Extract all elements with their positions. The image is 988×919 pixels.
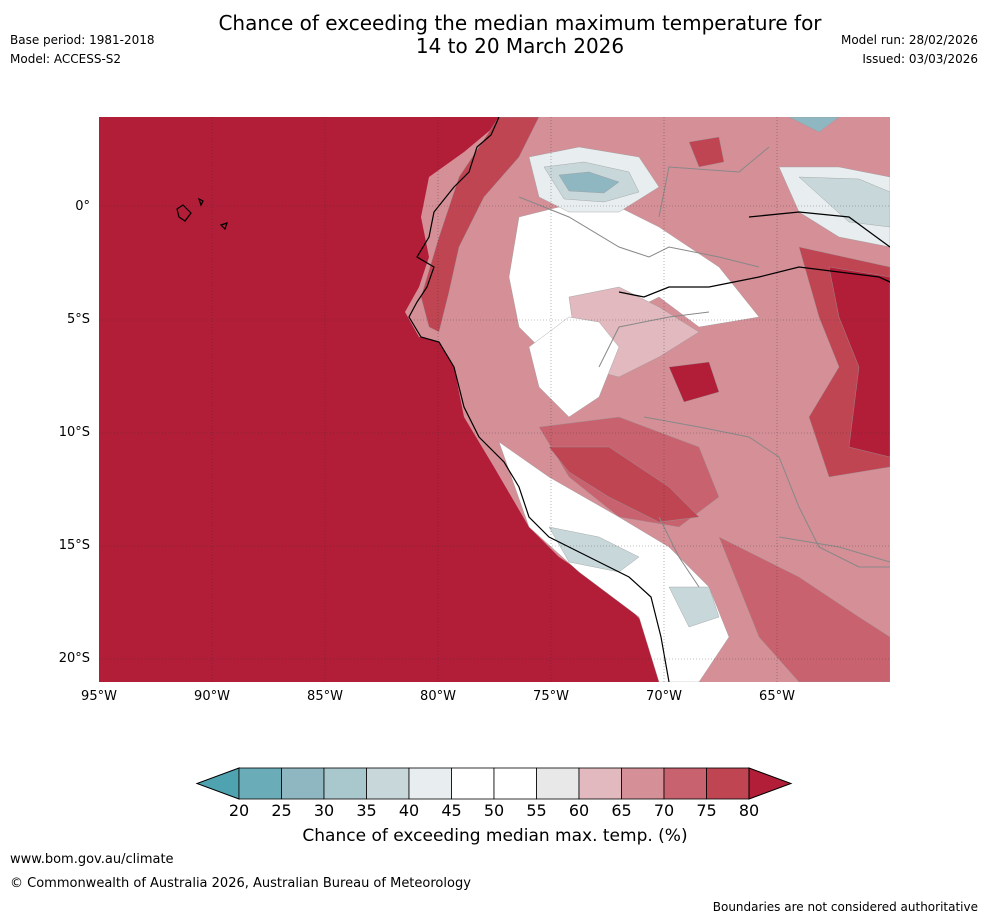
lon-label-65w: 65°W: [759, 689, 795, 704]
hot-region-central: [668, 361, 720, 403]
colorbar-tick-label: 65: [611, 801, 632, 820]
page-title: Chance of exceeding the median maximum t…: [150, 12, 890, 58]
lon-label-85w: 85°W: [307, 689, 343, 704]
probability-map: [99, 117, 890, 682]
coastline: [408, 117, 670, 682]
lon-label-90w: 90°W: [194, 689, 230, 704]
colorbar-cell: [451, 767, 495, 800]
cool-region-top: [788, 117, 840, 133]
lat-label-0: 0°: [75, 199, 90, 214]
colorbar-cell: [621, 767, 665, 800]
lon-label-80w: 80°W: [420, 689, 456, 704]
colorbar-cells: [238, 767, 750, 800]
website-text: www.bom.gov.au/climate: [10, 852, 174, 867]
colorbar-tick-label: 40: [398, 801, 420, 820]
cool-coastal-south: [548, 526, 640, 573]
colorbar-title: Chance of exceeding median max. temp. (%…: [302, 826, 688, 846]
colorbar-tick-label: 80: [738, 801, 760, 820]
lat-label-20s: 20°S: [58, 651, 90, 666]
disclaimer-text: Boundaries are not considered authoritat…: [712, 900, 978, 914]
warm-spot-1: [688, 136, 725, 168]
colorbar-cell: [323, 767, 367, 800]
neutral-region-central: [528, 316, 620, 418]
colorbar-cell: [238, 767, 282, 800]
colorbar-tick-label: 25: [271, 801, 292, 820]
colorbar-under-arrow: [195, 767, 240, 800]
lon-label-95w: 95°W: [81, 689, 117, 704]
colorbar-tick-label: 35: [356, 801, 377, 820]
copyright-text: © Commonwealth of Australia 2026, Austra…: [10, 876, 471, 891]
lon-label-75w: 75°W: [533, 689, 569, 704]
cool-region-north-core: [558, 171, 620, 194]
title-line-2: 14 to 20 March 2026: [415, 34, 625, 58]
lat-label-15s: 15°S: [58, 538, 90, 553]
galapagos-islands: [176, 197, 228, 231]
colorbar-tick-label: 30: [313, 801, 335, 820]
colorbar: [195, 767, 793, 800]
colorbar-tick-label: 55: [526, 801, 547, 820]
cool-coastal-south-2: [668, 586, 720, 628]
map-gridlines: [99, 117, 890, 682]
colorbar-tick-label: 70: [653, 801, 675, 820]
colorbar-cell: [408, 767, 452, 800]
lat-label-5s: 5°S: [66, 312, 90, 327]
colorbar-tick-label: 50: [483, 801, 505, 820]
colorbar-cell: [663, 767, 707, 800]
rio-negro: [748, 211, 890, 248]
colorbar-cell: [366, 767, 410, 800]
lon-label-70w: 70°W: [646, 689, 682, 704]
colorbar-cell: [578, 767, 622, 800]
colorbar-tick-label: 20: [228, 801, 250, 820]
cool-region-ne-inner: [798, 176, 890, 228]
colorbar-cell: [536, 767, 580, 800]
amazon-river: [618, 266, 890, 298]
model-text: Model: ACCESS-S2: [10, 52, 122, 66]
warm-streak: [548, 446, 700, 523]
colorbar-tick-label: 60: [568, 801, 590, 820]
colorbar-tick-label: 75: [696, 801, 717, 820]
title-line-1: Chance of exceeding the median maximum t…: [218, 11, 822, 35]
colorbar-tick-label: 45: [441, 801, 462, 820]
colorbar-cell: [281, 767, 325, 800]
issued-text: Issued: 03/03/2026: [862, 52, 978, 66]
coastal-band: [420, 117, 540, 333]
colorbar-cell: [493, 767, 537, 800]
hot-region-east: [828, 266, 890, 458]
lat-label-10s: 10°S: [58, 425, 90, 440]
model-run-text: Model run: 28/02/2026: [840, 33, 978, 47]
base-period-text: Base period: 1981-2018: [10, 33, 155, 47]
warm-region-south: [718, 536, 890, 682]
colorbar-cell: [706, 767, 750, 800]
country-borders: [518, 146, 890, 588]
colorbar-over-arrow: [748, 767, 793, 800]
